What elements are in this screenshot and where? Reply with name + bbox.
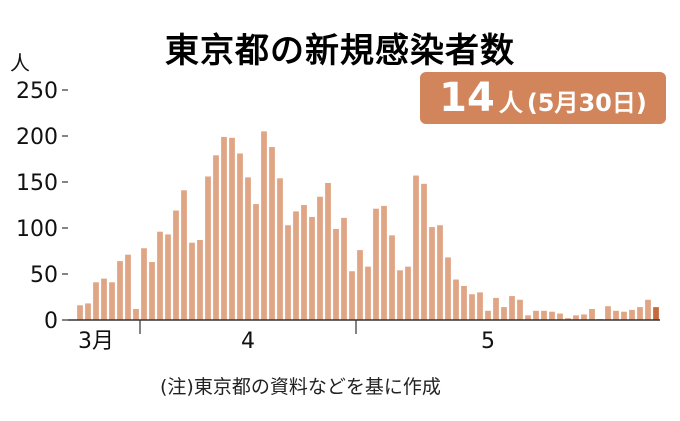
bar bbox=[461, 285, 467, 320]
x-tick-label: 4 bbox=[241, 329, 255, 354]
bar bbox=[141, 248, 147, 320]
bar bbox=[613, 310, 619, 320]
bar bbox=[477, 292, 483, 320]
bar bbox=[181, 190, 187, 320]
bar bbox=[565, 318, 571, 320]
bar bbox=[341, 217, 347, 320]
bar bbox=[269, 147, 275, 320]
bar bbox=[501, 307, 507, 320]
bar bbox=[557, 313, 563, 320]
y-tick-label: 0 bbox=[44, 309, 58, 334]
y-axis-unit: 人 bbox=[10, 51, 30, 75]
bar bbox=[165, 234, 171, 320]
bar bbox=[581, 314, 587, 320]
bar bbox=[317, 196, 323, 320]
bar bbox=[157, 231, 163, 320]
bar bbox=[213, 155, 219, 320]
bar bbox=[469, 294, 475, 320]
y-tick-label: 150 bbox=[16, 171, 58, 196]
bar bbox=[253, 204, 259, 320]
bar bbox=[245, 177, 251, 320]
bar bbox=[437, 225, 443, 320]
bar bbox=[389, 235, 395, 320]
bar bbox=[173, 210, 179, 320]
source-note: (注)東京都の資料などを基に作成 bbox=[160, 376, 441, 398]
bar bbox=[277, 178, 283, 320]
bar bbox=[221, 136, 227, 320]
latest-count-value: 14 bbox=[439, 75, 495, 121]
bar bbox=[189, 242, 195, 320]
y-tick-label: 200 bbox=[16, 125, 58, 150]
bar bbox=[533, 310, 539, 320]
bar bbox=[77, 305, 83, 320]
bar bbox=[589, 308, 595, 320]
bar bbox=[485, 310, 491, 320]
bar bbox=[125, 254, 131, 320]
y-axis-ticks: 0 50 100 150 200 250 bbox=[16, 79, 68, 334]
bar bbox=[229, 137, 235, 320]
bar bbox=[133, 308, 139, 320]
x-axis-ticks: 3月 4 5 bbox=[78, 320, 495, 354]
bar bbox=[237, 153, 243, 320]
bar bbox=[509, 296, 515, 320]
bar bbox=[397, 270, 403, 320]
bar bbox=[381, 205, 387, 320]
x-tick-label: 3月 bbox=[78, 329, 114, 354]
x-tick-label: 5 bbox=[481, 329, 495, 354]
bar bbox=[605, 306, 611, 320]
bar bbox=[429, 227, 435, 320]
bar bbox=[541, 310, 547, 320]
bar bbox=[525, 315, 531, 320]
bar bbox=[365, 266, 371, 320]
bar-series bbox=[77, 131, 659, 320]
bar bbox=[109, 282, 115, 320]
bar bbox=[621, 311, 627, 320]
bar bbox=[205, 176, 211, 320]
bar bbox=[85, 303, 91, 320]
bar bbox=[413, 175, 419, 320]
bar bbox=[549, 311, 555, 320]
bar bbox=[629, 309, 635, 320]
bar bbox=[293, 211, 299, 320]
bar bbox=[637, 307, 643, 320]
bar bbox=[349, 271, 355, 320]
bar bbox=[573, 315, 579, 320]
bar bbox=[197, 239, 203, 320]
bar bbox=[261, 131, 267, 320]
bar bbox=[653, 307, 659, 320]
latest-count-unit: 人 bbox=[498, 89, 523, 117]
bar bbox=[149, 262, 155, 320]
bar bbox=[285, 225, 291, 320]
bar bbox=[421, 183, 427, 320]
bar bbox=[645, 299, 651, 320]
bar bbox=[405, 266, 411, 320]
bar bbox=[517, 299, 523, 320]
bar bbox=[93, 282, 99, 320]
bar bbox=[373, 208, 379, 320]
latest-count-callout: 14 人 (5月30日) bbox=[420, 72, 666, 124]
bar bbox=[309, 216, 315, 320]
bar bbox=[333, 228, 339, 320]
bar bbox=[357, 250, 363, 320]
latest-count-date: (5月30日) bbox=[526, 89, 647, 117]
bar bbox=[493, 297, 499, 320]
bar bbox=[117, 261, 123, 320]
y-tick-label: 50 bbox=[30, 263, 58, 288]
bar bbox=[301, 205, 307, 320]
bar bbox=[445, 257, 451, 320]
y-tick-label: 250 bbox=[16, 79, 58, 104]
bar bbox=[453, 279, 459, 320]
bar bbox=[101, 278, 107, 320]
chart-title: 東京都の新規感染者数 bbox=[165, 31, 515, 71]
bar bbox=[325, 182, 331, 320]
y-tick-label: 100 bbox=[16, 217, 58, 242]
